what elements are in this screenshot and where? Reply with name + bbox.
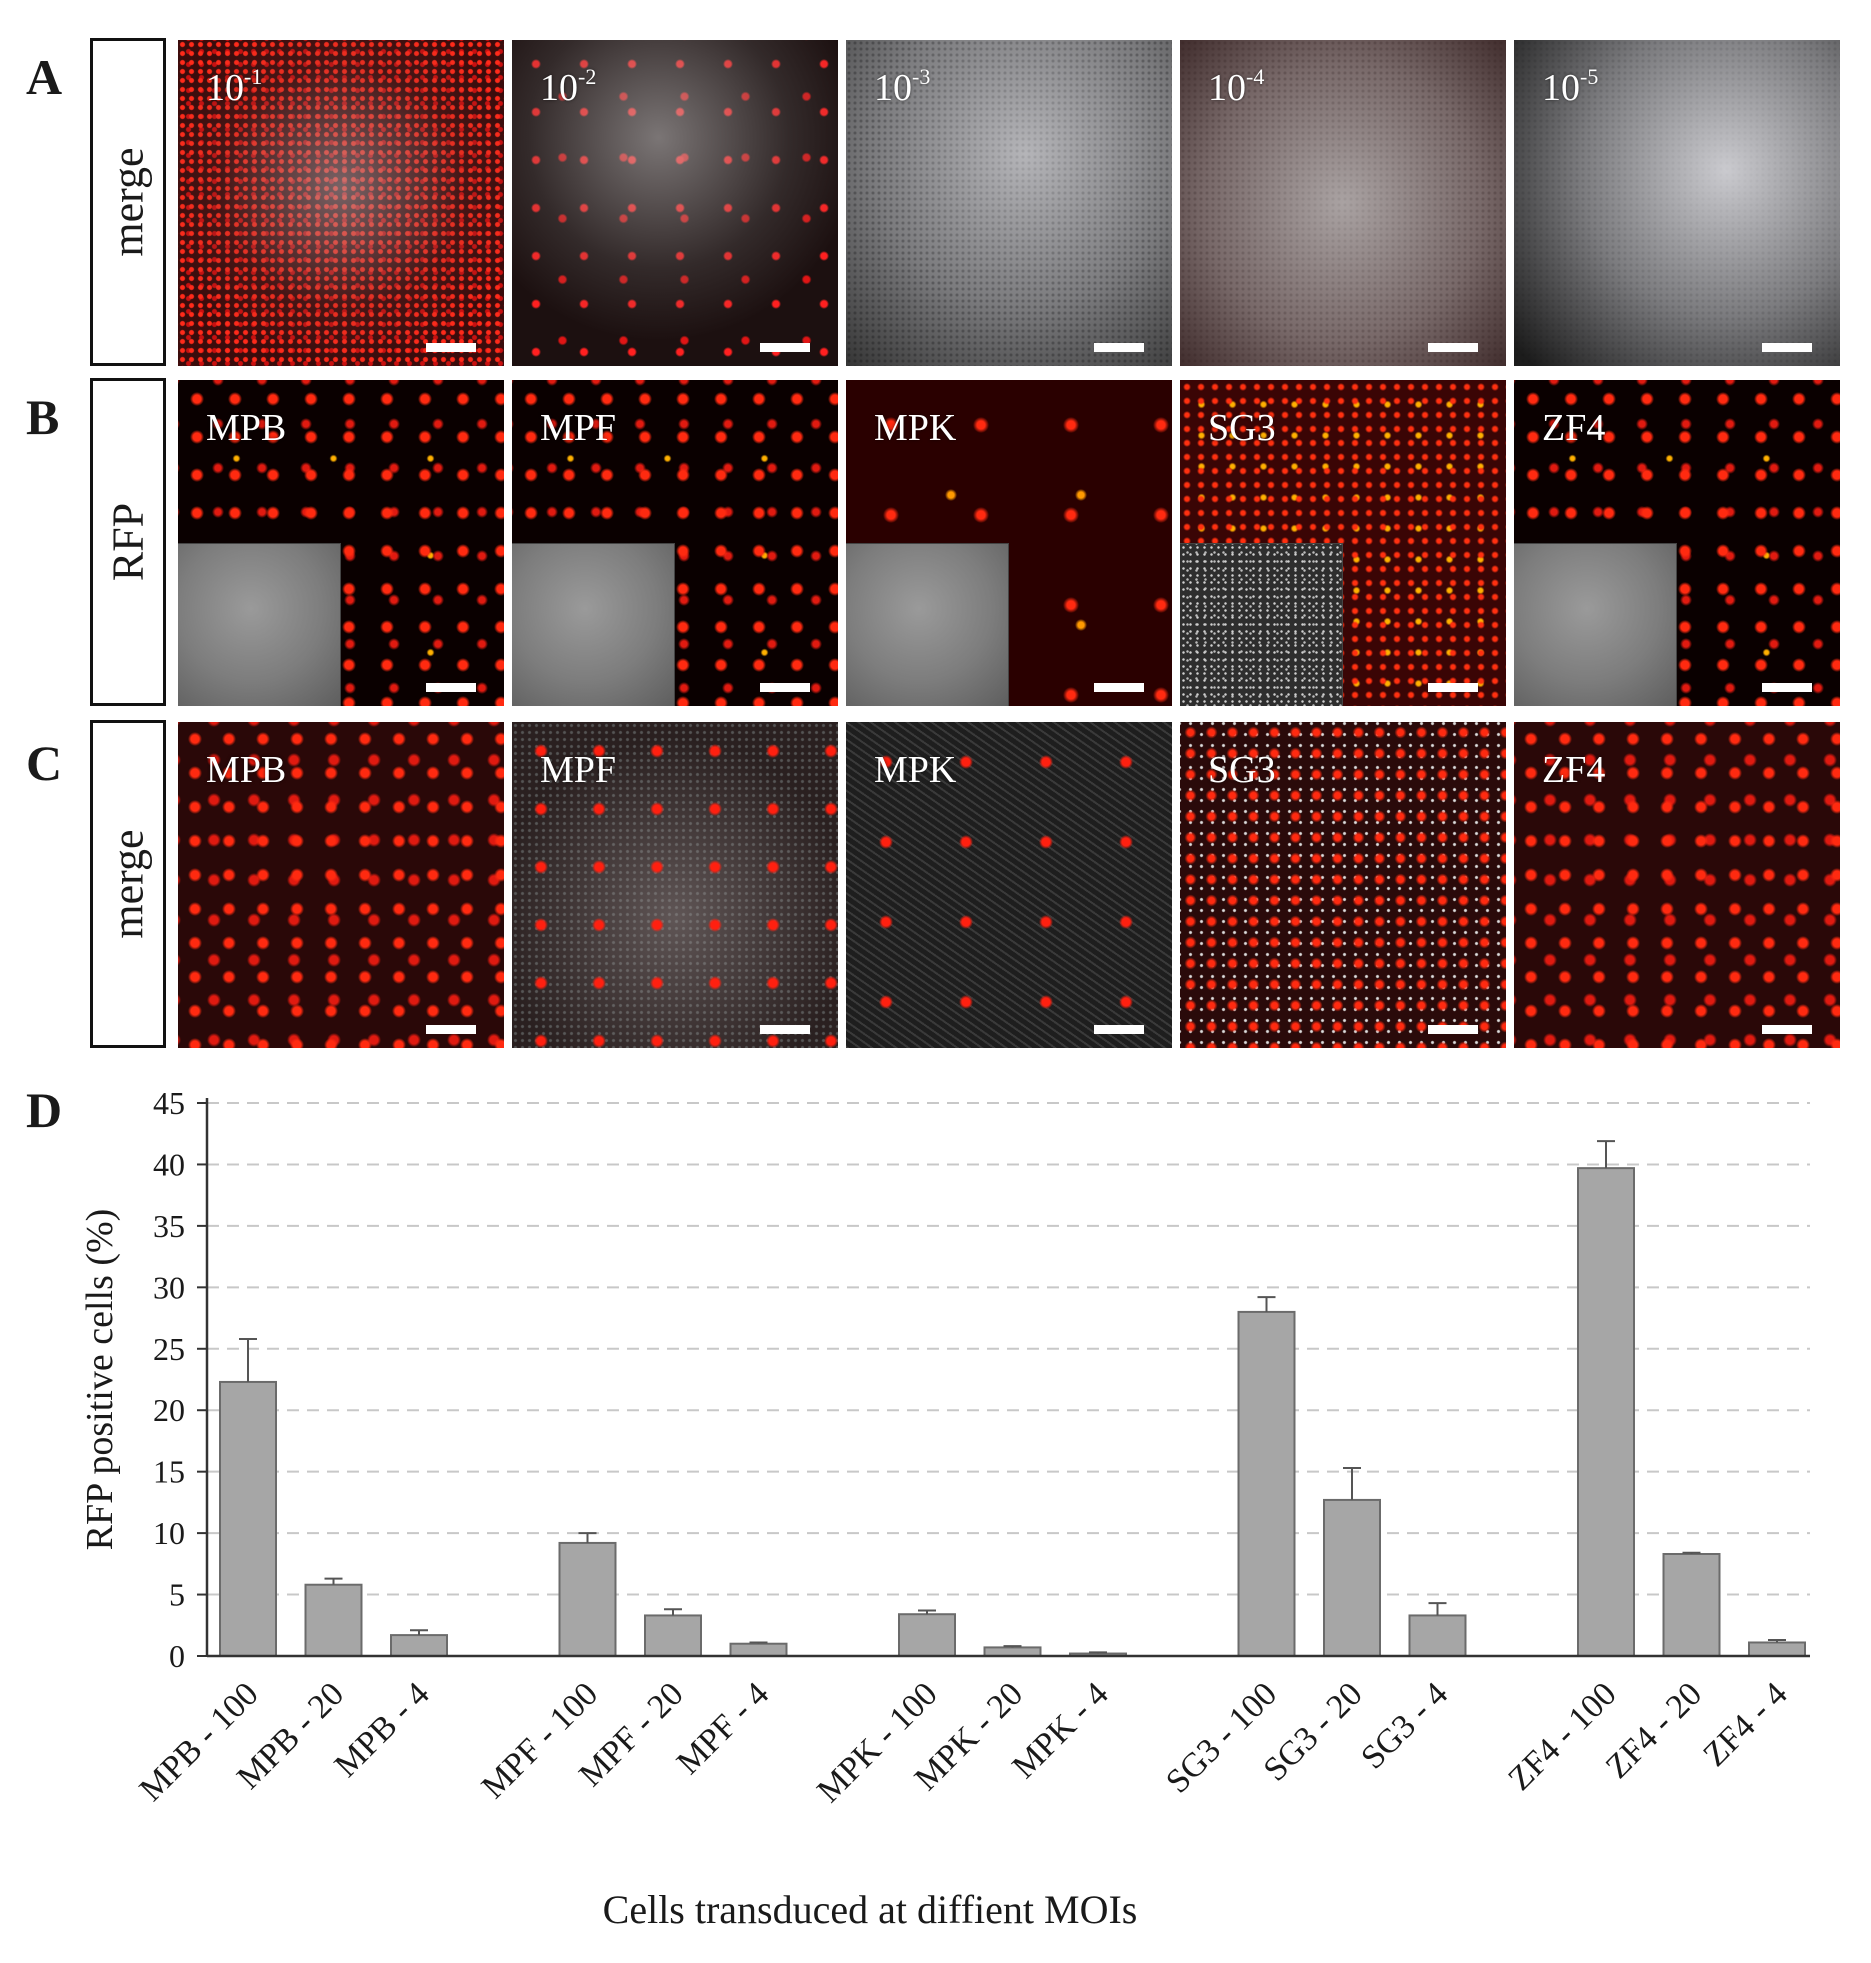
scale-bar [760, 1025, 810, 1034]
scale-bar [1428, 343, 1478, 352]
x-tick-label: ZF4 - 100 [1501, 1675, 1623, 1797]
scale-bar [760, 683, 810, 692]
bar [1748, 1641, 1806, 1657]
cell-line-label: MPK [874, 407, 957, 449]
scale-bar [1094, 683, 1144, 692]
bar [1237, 1310, 1296, 1658]
y-tick-label: 15 [153, 1454, 185, 1490]
chart-axes [197, 1098, 1810, 1658]
micrograph-a-2: 10-2 [512, 40, 838, 366]
bar [304, 1583, 363, 1658]
x-tick-label: MPF - 100 [475, 1675, 605, 1805]
micrograph-a-4: 10-4 [1180, 40, 1506, 366]
cell-line-label: SG3 [1208, 407, 1276, 449]
chart-grid [207, 1102, 1810, 1596]
row-label-b: RFP [90, 378, 166, 706]
row-label-a: merge [90, 38, 166, 366]
dilution-label: 10-5 [1542, 64, 1599, 109]
bar [390, 1634, 448, 1657]
scale-bar [760, 343, 810, 352]
bar [219, 1380, 277, 1657]
micrograph-a-3: 10-3 [846, 40, 1172, 366]
x-tick-label: SG3 - 4 [1354, 1675, 1455, 1776]
cell-line-label: MPF [540, 407, 617, 449]
micrograph-c-2: MPF [512, 722, 838, 1048]
scale-bar [1762, 1025, 1812, 1034]
dilution-label: 10-4 [1208, 64, 1265, 109]
scale-bar [426, 1025, 476, 1034]
brightfield-inset [846, 543, 1009, 706]
y-tick-label: 45 [153, 1085, 185, 1121]
y-tick-label: 10 [153, 1515, 185, 1551]
cell-line-label: MPB [206, 749, 287, 791]
x-tick-label: ZF4 - 20 [1599, 1675, 1709, 1785]
cell-line-label: MPF [540, 749, 617, 791]
micrograph-c-3: MPK [846, 722, 1172, 1048]
y-tick-label: 40 [153, 1146, 185, 1182]
x-tick-label: MPB - 4 [328, 1675, 437, 1784]
dilution-label: 10-3 [874, 64, 931, 109]
dilution-label: 10-2 [540, 64, 597, 109]
micrograph-b-4: SG3 [1180, 380, 1506, 706]
y-axis-title: RFP positive cells (%) [79, 1209, 121, 1551]
scale-bar [1762, 683, 1812, 692]
cell-line-label: ZF4 [1542, 749, 1606, 791]
x-tick-label: MPB - 100 [133, 1675, 266, 1808]
bar [558, 1541, 617, 1658]
brightfield-inset [1514, 543, 1677, 706]
micrograph-c-5: ZF4 [1514, 722, 1840, 1048]
cell-line-label: MPK [874, 749, 957, 791]
micrograph-c-1: MPB [178, 722, 504, 1048]
micrograph-b-1: MPB [178, 380, 504, 706]
scale-bar [1094, 343, 1144, 352]
row-label-c: merge [90, 720, 166, 1048]
x-tick-label: MPF - 4 [670, 1675, 776, 1781]
y-tick-label: 5 [169, 1577, 185, 1613]
y-tick-label: 20 [153, 1392, 185, 1428]
x-tick-label: SG3 - 100 [1159, 1675, 1284, 1800]
micrograph-a-5: 10-5 [1514, 40, 1840, 366]
micrograph-a-1: 10-1 [178, 40, 504, 366]
y-tick-label: 35 [153, 1208, 185, 1244]
y-tick-label: 25 [153, 1331, 185, 1367]
bar [1577, 1167, 1635, 1657]
micrograph-b-2: MPF [512, 380, 838, 706]
panel-letter-b: B [26, 389, 60, 445]
bar [1323, 1498, 1381, 1658]
x-tick-label: ZF4 - 4 [1696, 1675, 1794, 1773]
scale-bar [1428, 1025, 1478, 1034]
panel-letter-c: C [26, 735, 63, 791]
bar [644, 1614, 702, 1657]
scale-bar [1428, 683, 1478, 692]
brightfield-inset [512, 543, 675, 706]
bar [1408, 1614, 1467, 1657]
cell-line-label: MPB [206, 407, 287, 449]
scale-bar [426, 343, 476, 352]
x-tick-label: MPK - 4 [1005, 1675, 1115, 1785]
scale-bar [426, 683, 476, 692]
panel-letter-a: A [26, 49, 63, 105]
y-tick-label: 30 [153, 1269, 185, 1305]
brightfield-inset [178, 543, 341, 706]
micrograph-c-4: SG3 [1180, 722, 1506, 1048]
cell-line-label: SG3 [1208, 749, 1276, 791]
bar [983, 1646, 1042, 1658]
y-tick-label: 0 [169, 1638, 185, 1674]
dilution-label: 10-1 [206, 64, 263, 109]
brightfield-inset [1180, 543, 1343, 706]
bar [1662, 1553, 1721, 1657]
bar [898, 1613, 956, 1657]
scale-bar [1094, 1025, 1144, 1034]
x-axis-title: Cells transduced at diffient MOIs [603, 1887, 1138, 1932]
panel-letter-d: D [26, 1082, 63, 1138]
cell-line-label: ZF4 [1542, 407, 1606, 449]
micrograph-b-3: MPK [846, 380, 1172, 706]
scale-bar [1762, 343, 1812, 352]
micrograph-b-5: ZF4 [1514, 380, 1840, 706]
chart-bars [219, 1140, 1806, 1658]
bar [729, 1642, 788, 1657]
